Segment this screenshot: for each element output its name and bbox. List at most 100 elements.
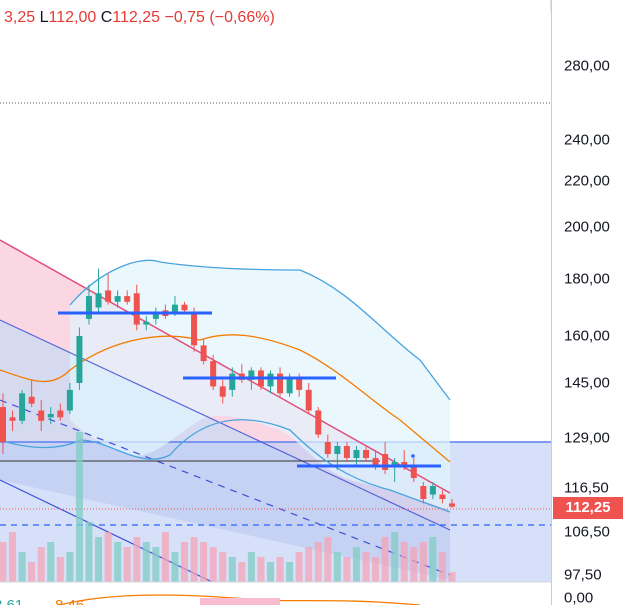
indicator-value-1: 8,61 <box>0 597 23 605</box>
price-tick-label: 129,00 <box>564 429 610 447</box>
volume-bar <box>257 557 265 582</box>
candle-body <box>76 336 83 383</box>
current-price-label: 112,25 <box>553 497 623 519</box>
volume-bar <box>400 542 408 582</box>
candle-body <box>410 466 417 478</box>
volume-bar <box>410 547 418 582</box>
candle-body <box>9 417 16 421</box>
volume-bar <box>314 542 322 582</box>
volume-bar <box>209 547 217 582</box>
price-tick-label: 160,00 <box>564 327 610 345</box>
volume-bar <box>85 522 93 582</box>
volume-bar <box>228 557 236 582</box>
volume-bar <box>333 552 341 582</box>
close-value: 112,25 <box>112 9 161 26</box>
volume-bar <box>47 542 55 582</box>
volume-bar <box>429 537 437 582</box>
open-value: 3,25 <box>4 9 36 26</box>
candle-body <box>210 361 217 387</box>
ohlc-legend: 3,25 L112,00 C112,25 −0,75 (−0,66%) <box>4 9 275 27</box>
candle-body <box>143 321 150 325</box>
candle-body <box>200 345 207 362</box>
volume-bar <box>190 537 198 582</box>
candle-body <box>171 304 178 314</box>
volume-bar <box>276 557 284 582</box>
volume-bar <box>372 557 380 582</box>
purple-channel-mid <box>0 319 451 531</box>
candle-body <box>38 410 45 421</box>
candle-body <box>0 407 6 442</box>
candle-body <box>57 410 64 418</box>
volume-bar <box>324 537 332 582</box>
volume-bar <box>200 542 208 582</box>
volume-bar <box>438 552 446 582</box>
small-dot <box>411 454 415 458</box>
candle-body <box>382 454 389 470</box>
candle-body <box>152 313 159 319</box>
volume-bar <box>305 547 313 582</box>
volume-bar <box>286 562 294 582</box>
price-tick-label: 97,50 <box>564 566 602 584</box>
volume-bar <box>238 562 246 582</box>
price-chart[interactable]: 8,61 8,46 <box>0 0 551 605</box>
price-tick-label: 280,00 <box>564 57 610 75</box>
candle-body <box>277 373 284 394</box>
volume-bar <box>152 547 160 582</box>
candle-body <box>372 458 379 466</box>
volume-bar <box>181 542 189 582</box>
volume-bar <box>219 552 227 582</box>
low-label: L <box>39 9 49 26</box>
candle-body <box>267 373 274 387</box>
volume-bar <box>0 542 7 582</box>
candle-body <box>429 486 436 495</box>
candle-body <box>363 450 370 458</box>
volume-bar <box>9 532 17 582</box>
candle-body <box>181 304 188 311</box>
price-tick-label: 145,00 <box>564 374 610 392</box>
candle-body <box>191 313 198 346</box>
candle-body <box>47 413 54 418</box>
moving-average <box>0 334 451 463</box>
candle-body <box>353 450 360 458</box>
candle-body <box>66 389 73 411</box>
candle-body <box>248 370 255 380</box>
volume-bar <box>362 552 370 582</box>
price-tick-label: 180,00 <box>564 270 610 288</box>
candle-body <box>420 486 427 499</box>
indicator-value-2: 8,46 <box>55 597 84 605</box>
price-tick-label: 0,00 <box>564 589 594 607</box>
volume-bar <box>104 532 112 582</box>
candle-body <box>85 296 92 319</box>
candle-body <box>124 296 131 302</box>
volume-bar <box>18 552 26 582</box>
candle-body <box>133 293 140 325</box>
candle-body <box>219 386 226 397</box>
volume-bar <box>95 537 103 582</box>
bollinger-lower <box>0 419 451 513</box>
candle-body <box>401 462 408 466</box>
volume-bar <box>391 532 399 582</box>
volume-bar <box>133 537 141 582</box>
candle-body <box>105 290 112 302</box>
indicator-bars <box>200 598 280 605</box>
volume-bar <box>56 557 64 582</box>
volume-bar <box>352 547 360 582</box>
price-tick-label: 200,00 <box>564 218 610 236</box>
volume-bar <box>75 432 83 582</box>
candle-body <box>286 376 293 394</box>
candle-body <box>315 410 322 435</box>
volume-bars <box>0 432 456 582</box>
volume-bar <box>66 552 74 582</box>
price-tick-label: 220,00 <box>564 172 610 190</box>
candle-body <box>114 296 121 302</box>
purple-channel-dash <box>0 399 451 576</box>
volume-bar <box>37 547 45 582</box>
candle-body <box>324 442 331 454</box>
volume-bar <box>114 542 122 582</box>
bollinger-upper <box>69 259 451 401</box>
close-label: C <box>100 9 113 26</box>
candle-body <box>28 396 35 404</box>
volume-bar <box>161 532 169 582</box>
candle-body <box>334 446 341 454</box>
candle-body <box>449 503 455 507</box>
